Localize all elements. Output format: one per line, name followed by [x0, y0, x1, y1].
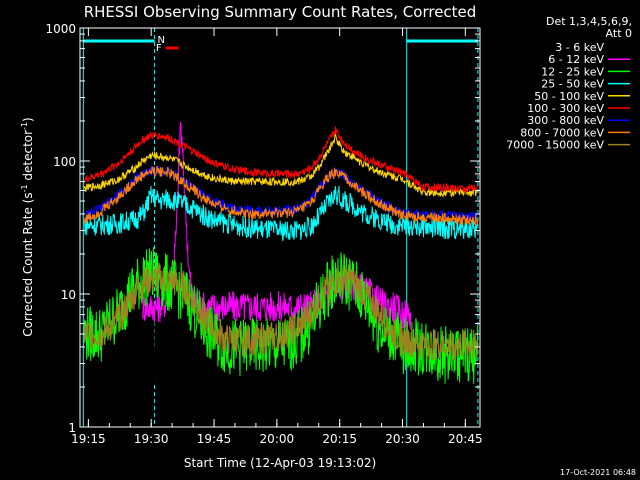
x-tick-label-1: 19:30: [134, 432, 169, 446]
x-tick-label-0: 19:15: [71, 432, 106, 446]
legend-label-0: 3 - 6 keV: [555, 41, 604, 54]
count-rate-chart: RHESSI Observing Summary Count Rates, Co…: [0, 0, 640, 480]
legend-label-1: 6 - 12 keV: [548, 53, 604, 66]
legend-label-8: 7000 - 15000 keV: [506, 139, 604, 152]
x-tick-label-4: 20:15: [322, 432, 357, 446]
legend-label-5: 100 - 300 keV: [527, 102, 604, 115]
x-axis-label: Start Time (12-Apr-03 19:13:02): [184, 456, 376, 470]
y-axis-label-part-1: Corrected Count Rate (s: [21, 192, 35, 336]
x-tick-label-5: 20:30: [385, 432, 420, 446]
y-tick-label-1: 10: [61, 288, 76, 302]
legend-header-att: Att 0: [606, 27, 632, 40]
y-tick-label-0: 1: [68, 421, 76, 435]
y-tick-label-3: 1000: [45, 22, 76, 36]
legend-label-3: 25 - 50 keV: [541, 78, 604, 91]
legend-label-4: 50 - 100 keV: [534, 90, 604, 103]
timestamp: 17-Oct-2021 06:48: [560, 468, 636, 477]
legend-label-2: 12 - 25 keV: [541, 65, 604, 78]
chart-title: RHESSI Observing Summary Count Rates, Co…: [84, 3, 477, 21]
y-tick-label-2: 100: [53, 155, 76, 169]
legend-label-6: 300 - 800 keV: [527, 114, 604, 127]
legend-label-7: 800 - 7000 keV: [520, 126, 604, 139]
y-axis-label-sup-2: -1: [20, 122, 29, 130]
x-tick-label-3: 20:00: [260, 432, 295, 446]
y-axis-label-part-3: ): [21, 117, 35, 122]
x-tick-label-6: 20:45: [448, 432, 483, 446]
x-tick-label-2: 19:45: [197, 432, 232, 446]
y-axis-label: Corrected Count Rate (s-1 detector-1): [20, 117, 35, 336]
f-marker-label: F: [156, 43, 162, 54]
y-axis-label-sup-1: -1: [20, 184, 29, 192]
y-axis-label-part-2: detector: [21, 130, 35, 185]
